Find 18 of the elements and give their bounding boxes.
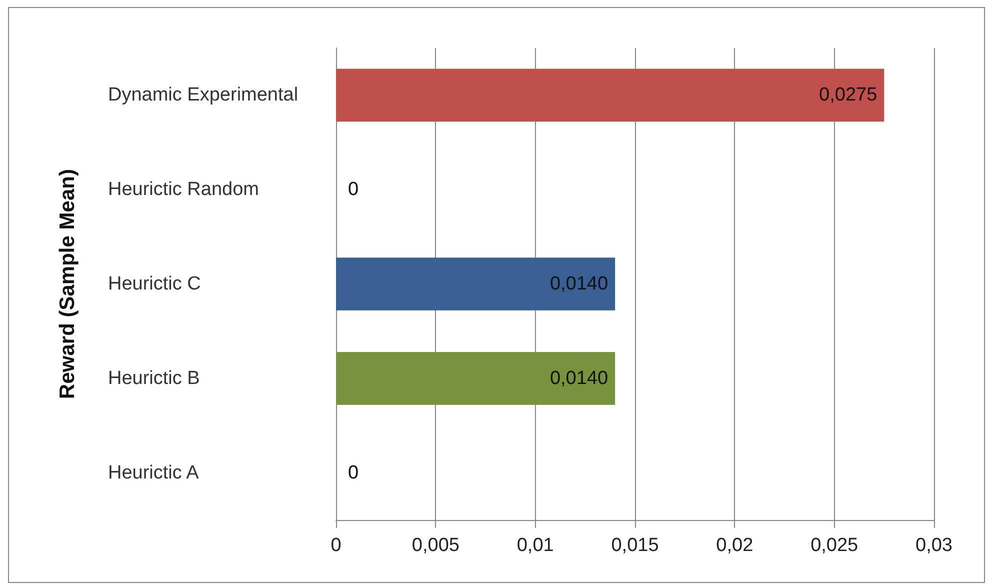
y-tick-label: Heurictic Random: [108, 179, 259, 200]
y-tick-label: Heurictic B: [108, 368, 200, 389]
y-axis-title: Reward (Sample Mean): [56, 169, 79, 399]
y-tick-label: Heurictic A: [108, 462, 200, 484]
data-label: 0,0140: [550, 274, 608, 294]
x-tick-label: 0,025: [810, 535, 858, 556]
x-tick-label: 0,03: [916, 535, 952, 556]
x-tick-label: 0,02: [716, 535, 754, 556]
data-label: 0,0275: [819, 84, 878, 106]
x-tick-label: 0,005: [412, 535, 460, 556]
y-tick-label: Heurictic C: [108, 274, 201, 294]
data-label: 0: [348, 179, 359, 200]
x-tick-label: 0,01: [516, 535, 554, 556]
data-label: 0,0140: [550, 368, 608, 389]
x-tick-label: 0: [330, 535, 342, 556]
y-tick-label: Dynamic Experimental: [108, 84, 298, 106]
x-tick-label: 0,015: [611, 535, 659, 556]
data-label: 0: [348, 462, 359, 484]
